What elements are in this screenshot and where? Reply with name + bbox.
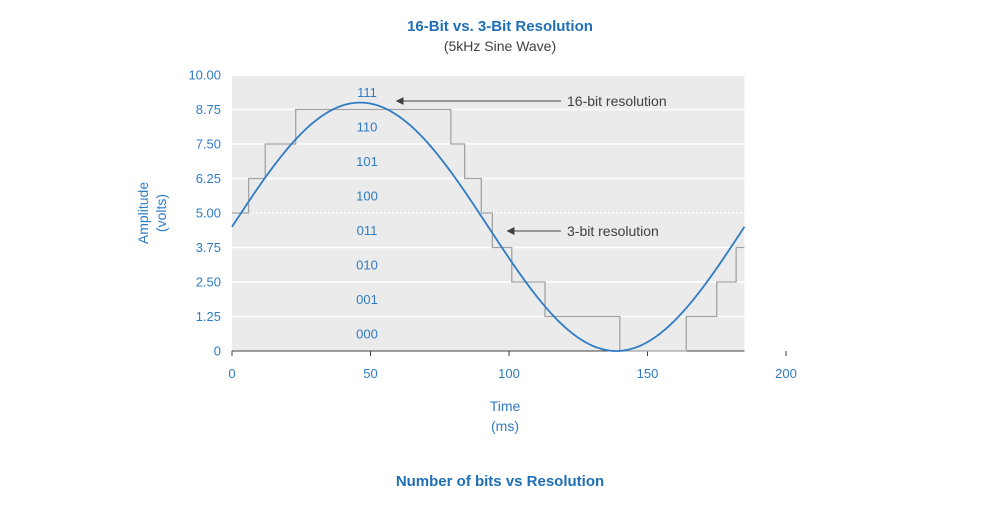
level-code-000: 000 bbox=[356, 326, 378, 341]
y-tick-label-2.50: 2.50 bbox=[196, 275, 221, 290]
chart-subtitle: (5kHz Sine Wave) bbox=[444, 38, 556, 54]
level-code-111: 111 bbox=[357, 85, 377, 100]
x-tick-label-50: 50 bbox=[363, 366, 377, 381]
y-axis-label-line2: (volts) bbox=[153, 194, 169, 232]
level-code-011: 011 bbox=[357, 223, 378, 238]
x-tick-label-0: 0 bbox=[228, 366, 235, 381]
y-tick-label-5.00: 5.00 bbox=[196, 206, 221, 221]
figure-caption: Number of bits vs Resolution bbox=[396, 473, 604, 490]
y-tick-label-10.00: 10.00 bbox=[188, 68, 221, 83]
series-3bit-step-line bbox=[232, 108, 745, 352]
y-tick-label-8.75: 8.75 bbox=[196, 102, 221, 117]
level-code-001: 001 bbox=[356, 292, 378, 307]
annotations: 16-bit resolution 3-bit resolution bbox=[395, 93, 667, 239]
level-code-labels: 000 001 010 011 100 101 110 111 bbox=[356, 85, 378, 342]
x-tick-label-200: 200 bbox=[775, 366, 797, 381]
y-tick-label-0: 0 bbox=[214, 344, 221, 359]
y-tick-label-7.50: 7.50 bbox=[196, 137, 221, 152]
series-16bit-sine-line bbox=[231, 101, 746, 352]
y-tick-label-3.75: 3.75 bbox=[196, 240, 221, 255]
y-axis-label-line1: Amplitude bbox=[135, 182, 151, 244]
x-tick-label-100: 100 bbox=[498, 366, 520, 381]
level-code-101: 101 bbox=[356, 154, 378, 169]
y-tick-labels: 0 1.25 2.50 3.75 5.00 6.25 7.50 8.75 10.00 bbox=[188, 68, 221, 359]
annotation-label-1: 16-bit resolution bbox=[567, 93, 667, 109]
level-code-100: 100 bbox=[356, 188, 378, 203]
annotation-label-2: 3-bit resolution bbox=[567, 223, 659, 239]
level-code-010: 010 bbox=[356, 257, 378, 272]
y-tick-label-1.25: 1.25 bbox=[196, 309, 221, 324]
x-axis: 0 50 100 150 200 bbox=[228, 350, 797, 381]
x-axis-label-line1: Time bbox=[490, 398, 521, 414]
x-axis-label-line2: (ms) bbox=[491, 418, 519, 434]
x-tick-label-150: 150 bbox=[637, 366, 659, 381]
level-code-110: 110 bbox=[357, 119, 378, 134]
y-tick-label-6.25: 6.25 bbox=[196, 171, 221, 186]
chart-title: 16-Bit vs. 3-Bit Resolution bbox=[407, 18, 593, 35]
